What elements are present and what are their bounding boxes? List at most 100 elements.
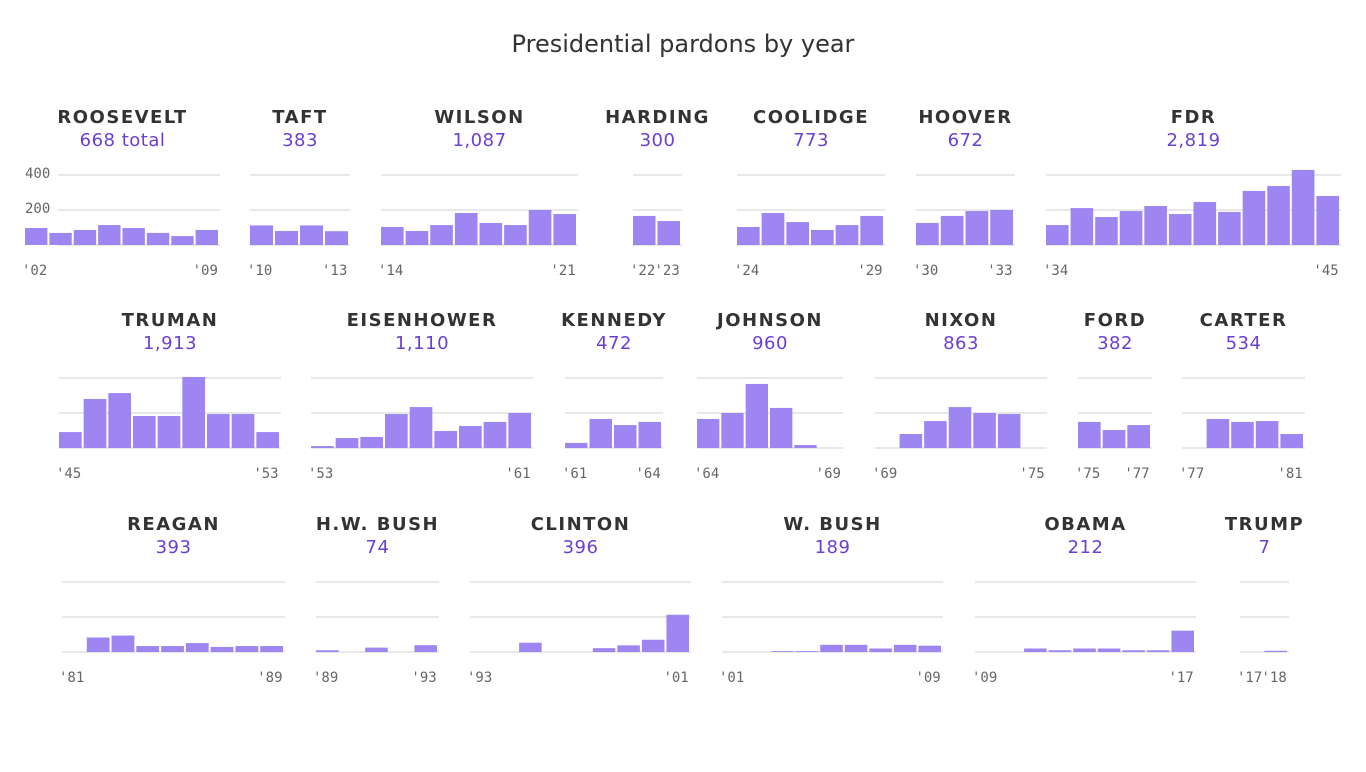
panel-total: 1,087 bbox=[452, 130, 506, 151]
bar bbox=[771, 651, 794, 652]
bar bbox=[924, 421, 947, 448]
bar bbox=[231, 414, 255, 448]
panel-title: TRUMAN bbox=[122, 310, 219, 331]
bar bbox=[1231, 421, 1254, 448]
x-tick-label: '81 bbox=[1277, 466, 1302, 482]
bar bbox=[786, 222, 809, 245]
bar bbox=[504, 225, 527, 245]
bar bbox=[157, 415, 181, 448]
panel-total: 863 bbox=[943, 333, 979, 354]
bar bbox=[360, 436, 383, 448]
bar bbox=[1218, 211, 1241, 245]
panel-total: 1,110 bbox=[395, 333, 449, 354]
panel-total: 2,819 bbox=[1166, 130, 1220, 151]
x-tick-label: '17 bbox=[1168, 670, 1193, 686]
bar bbox=[1048, 650, 1072, 652]
bar bbox=[434, 431, 457, 448]
bar bbox=[1206, 418, 1230, 448]
panel-total: 382 bbox=[1097, 333, 1133, 354]
bar bbox=[973, 413, 996, 448]
panel-title: H.W. BUSH bbox=[316, 514, 439, 535]
bar bbox=[260, 646, 283, 652]
x-tick-label: '33 bbox=[987, 263, 1012, 279]
panel-title: NIXON bbox=[925, 310, 998, 331]
bar bbox=[300, 225, 323, 245]
bar bbox=[185, 643, 209, 652]
x-tick-label: '69 bbox=[816, 466, 841, 482]
bar bbox=[1171, 630, 1194, 652]
panel-title: JOHNSON bbox=[715, 310, 823, 331]
panel-total: 534 bbox=[1226, 333, 1262, 354]
bar bbox=[235, 646, 259, 652]
x-tick-label: '93 bbox=[411, 670, 436, 686]
x-tick-label: '81 bbox=[59, 670, 84, 686]
bar bbox=[210, 646, 234, 652]
x-tick-label: '89 bbox=[313, 670, 338, 686]
bar bbox=[940, 215, 964, 245]
bar bbox=[589, 418, 612, 448]
x-tick-label: '10 bbox=[247, 263, 272, 279]
bar bbox=[592, 648, 616, 652]
x-tick-label: '69 bbox=[872, 466, 897, 482]
x-tick-label: '45 bbox=[56, 466, 81, 482]
panel-total: 472 bbox=[596, 333, 632, 354]
panel-title: HARDING bbox=[605, 107, 710, 128]
panel-title: TRUMP bbox=[1225, 514, 1304, 535]
bar bbox=[795, 651, 819, 652]
bar bbox=[414, 645, 437, 652]
panel-title: WILSON bbox=[434, 107, 524, 128]
bar bbox=[997, 414, 1021, 448]
bar bbox=[108, 393, 131, 448]
bar bbox=[794, 445, 817, 448]
panel-total: 7 bbox=[1259, 537, 1271, 558]
x-tick-label: '09 bbox=[193, 263, 218, 279]
bar bbox=[553, 214, 576, 245]
bar bbox=[311, 446, 334, 448]
bar bbox=[835, 225, 859, 245]
bar bbox=[1127, 425, 1150, 448]
panel-title: CARTER bbox=[1200, 310, 1288, 331]
x-tick-label: '34 bbox=[1043, 263, 1068, 279]
bar bbox=[1168, 214, 1192, 245]
bar bbox=[519, 642, 542, 652]
bar bbox=[965, 211, 989, 245]
x-tick-label: '09 bbox=[972, 670, 997, 686]
x-tick-label: '13 bbox=[322, 263, 347, 279]
bar bbox=[918, 645, 941, 652]
panel-total: 300 bbox=[640, 130, 676, 151]
bar bbox=[1095, 217, 1118, 245]
bar bbox=[1122, 650, 1145, 652]
panel-title: HOOVER bbox=[918, 107, 1012, 128]
bar bbox=[171, 236, 194, 245]
panel-total: 1,913 bbox=[143, 333, 197, 354]
x-tick-label: '18 bbox=[1262, 670, 1287, 686]
x-tick-label: '30 bbox=[913, 263, 938, 279]
panel-title: KENNEDY bbox=[561, 310, 667, 331]
x-tick-label: '01 bbox=[663, 670, 688, 686]
panel-title: W. BUSH bbox=[783, 514, 881, 535]
x-tick-label: '14 bbox=[378, 263, 403, 279]
bar bbox=[770, 407, 793, 448]
bar bbox=[195, 229, 218, 245]
bar bbox=[316, 650, 339, 652]
x-tick-label: '45 bbox=[1313, 263, 1338, 279]
x-tick-label: '09 bbox=[915, 670, 940, 686]
bar bbox=[893, 644, 917, 652]
panel-total: 74 bbox=[366, 537, 390, 558]
bar bbox=[335, 438, 359, 448]
x-tick-label: '61 bbox=[505, 466, 530, 482]
bar bbox=[275, 231, 298, 245]
bar bbox=[49, 232, 72, 245]
panel-title: COOLIDGE bbox=[753, 107, 869, 128]
chart-title: Presidential pardons by year bbox=[512, 30, 855, 58]
bar bbox=[633, 215, 656, 245]
bar bbox=[146, 232, 170, 245]
bar bbox=[657, 221, 680, 245]
bar bbox=[1146, 650, 1170, 652]
bar bbox=[122, 228, 145, 245]
x-tick-label: '89 bbox=[257, 670, 282, 686]
bar bbox=[59, 432, 82, 448]
bar bbox=[25, 228, 48, 245]
bar bbox=[916, 222, 939, 245]
